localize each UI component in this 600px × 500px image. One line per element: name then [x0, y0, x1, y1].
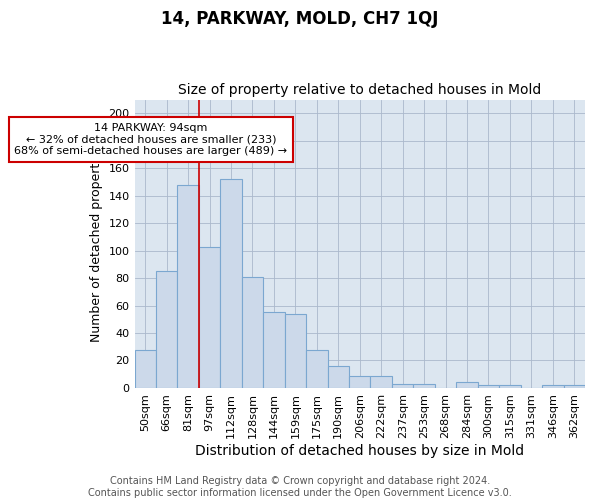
Bar: [563, 385, 585, 388]
X-axis label: Distribution of detached houses by size in Mold: Distribution of detached houses by size …: [195, 444, 524, 458]
Bar: [134, 350, 156, 388]
Title: Size of property relative to detached houses in Mold: Size of property relative to detached ho…: [178, 83, 541, 97]
Bar: [306, 350, 328, 388]
Text: Contains HM Land Registry data © Crown copyright and database right 2024.
Contai: Contains HM Land Registry data © Crown c…: [88, 476, 512, 498]
Bar: [478, 385, 499, 388]
Bar: [178, 184, 199, 388]
Bar: [328, 366, 349, 388]
Y-axis label: Number of detached properties: Number of detached properties: [90, 146, 103, 342]
Bar: [370, 376, 392, 388]
Bar: [220, 179, 242, 388]
Bar: [456, 382, 478, 388]
Bar: [199, 246, 220, 388]
Bar: [392, 384, 413, 388]
Bar: [413, 384, 435, 388]
Bar: [263, 312, 284, 388]
Text: 14, PARKWAY, MOLD, CH7 1QJ: 14, PARKWAY, MOLD, CH7 1QJ: [161, 10, 439, 28]
Bar: [542, 385, 563, 388]
Bar: [156, 271, 178, 388]
Bar: [242, 276, 263, 388]
Bar: [349, 376, 370, 388]
Bar: [284, 314, 306, 388]
Bar: [499, 385, 521, 388]
Text: 14 PARKWAY: 94sqm
← 32% of detached houses are smaller (233)
68% of semi-detache: 14 PARKWAY: 94sqm ← 32% of detached hous…: [14, 123, 287, 156]
